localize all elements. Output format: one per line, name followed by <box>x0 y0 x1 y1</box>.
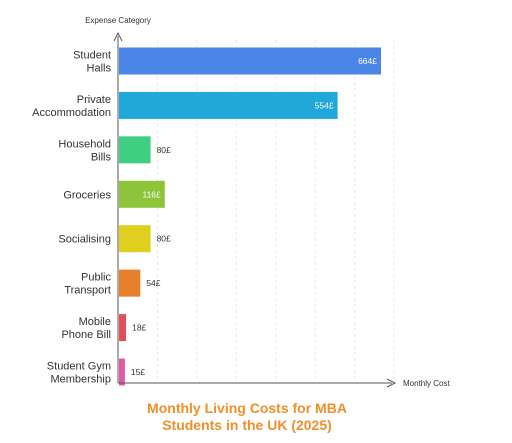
value-label: 54£ <box>146 278 160 288</box>
axes <box>113 31 397 388</box>
bar <box>119 314 127 342</box>
bar <box>119 136 151 164</box>
bars <box>119 47 381 386</box>
value-label: 80£ <box>157 234 171 244</box>
value-label: 554£ <box>315 100 334 110</box>
value-labels: 664£ 554£ 80£ 116£ 80£ 54£ 18£ 15£ <box>131 56 377 377</box>
category-label: Private Accommodation <box>32 94 111 119</box>
y-axis-arrow <box>113 31 123 42</box>
chart-title-line-1: Monthly Living Costs for MBA <box>147 400 347 416</box>
bar <box>119 180 165 208</box>
x-axis-arrow <box>386 378 397 388</box>
category-label: Household Bills <box>58 138 111 163</box>
value-label: 15£ <box>131 367 145 377</box>
bar <box>119 358 125 386</box>
bar <box>119 91 338 119</box>
category-label: Mobile Phone Bill <box>61 316 111 341</box>
bar <box>119 225 151 253</box>
grid <box>156 40 395 383</box>
category-label: Student Gym Membership <box>47 361 111 386</box>
value-label: 116£ <box>142 189 161 199</box>
value-label: 18£ <box>132 323 146 333</box>
x-axis-title: Monthly Cost <box>403 379 450 388</box>
category-label: Groceries <box>63 189 111 201</box>
value-label: 664£ <box>358 56 377 66</box>
category-label: Socialising <box>58 234 111 246</box>
category-label: Public Transport <box>64 272 111 297</box>
category-labels: Student Halls Private Accommodation Househol… <box>32 50 111 386</box>
bar <box>119 269 141 297</box>
chart-title-line-2: Students in the UK (2025) <box>162 417 332 433</box>
y-axis-title: Expense Category <box>85 16 151 25</box>
category-label: Student Halls <box>73 50 111 75</box>
value-label: 80£ <box>157 145 171 155</box>
bar <box>119 47 381 75</box>
